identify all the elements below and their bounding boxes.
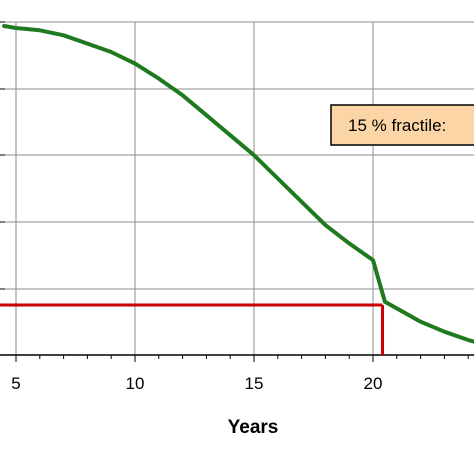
fractile-annotation: 15 % fractile:	[330, 104, 474, 146]
tick-marks	[0, 21, 469, 362]
x-tick-label: 20	[364, 374, 383, 393]
x-axis-title: Years	[228, 417, 279, 438]
series-group	[2, 24, 474, 344]
grid	[0, 21, 474, 355]
x-tick-label: 10	[126, 374, 145, 393]
x-tick-labels: 5 10 15 20	[11, 374, 382, 393]
annotation-text: 15 % fractile:	[348, 116, 446, 135]
annotation-box	[330, 104, 474, 146]
series-line	[2, 24, 474, 344]
x-tick-label: 5	[11, 374, 20, 393]
x-tick-label: 15	[245, 374, 264, 393]
fractile-reference-lines	[0, 303, 385, 355]
